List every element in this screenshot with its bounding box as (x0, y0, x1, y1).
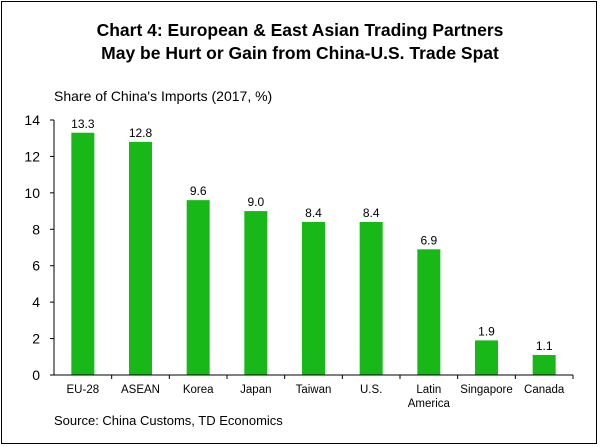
bar-korea (186, 200, 210, 375)
bar-japan (244, 211, 268, 375)
y-tick-label: 8 (32, 221, 40, 237)
y-tick-label: 12 (24, 148, 40, 164)
x-tick-label: Korea (183, 384, 214, 396)
bars (71, 132, 556, 375)
value-label: 13.3 (71, 117, 95, 131)
y-tick-label: 4 (32, 294, 40, 310)
bar-asean (129, 141, 152, 375)
value-labels: 13.3 12.8 9.6 9.0 8.4 8.4 6.9 1.9 1.1 (71, 117, 553, 353)
y-tick-label: 14 (24, 112, 40, 128)
value-label: 9.0 (247, 195, 264, 209)
x-tick-label: Canada (524, 384, 565, 396)
value-label: 9.6 (190, 184, 207, 198)
bar-singapore (475, 340, 498, 375)
x-tick-label: Singapore (460, 384, 512, 396)
x-tick-label: Taiwan (296, 384, 332, 396)
bar-eu-28 (71, 132, 95, 375)
y-axis: 0 2 4 6 8 10 12 14 (24, 112, 55, 383)
bar-latin-america (417, 249, 441, 375)
y-tick-label: 6 (32, 258, 40, 274)
x-axis: EU-28 ASEAN Korea Japan Taiwan U.S. Latin Ameri… (54, 374, 574, 410)
value-label: 8.4 (363, 206, 380, 220)
chart-title: Chart 4: European & East Asian Trading P… (96, 20, 504, 40)
x-tick-label: Japan (240, 384, 271, 396)
bar-canada (532, 354, 556, 375)
bar-taiwan (302, 222, 325, 375)
y-tick-label: 2 (32, 331, 40, 347)
y-tick-label: 0 (32, 367, 40, 383)
value-label: 1.1 (536, 339, 553, 353)
bar-u-s (359, 222, 383, 375)
y-axis-label: Share of China's Imports (2017, %) (54, 88, 273, 104)
x-tick-label: EU-28 (67, 384, 100, 396)
chart-title-line-2: May be Hurt or Gain from China-U.S. Trad… (101, 43, 499, 63)
value-label: 12.8 (129, 126, 153, 140)
x-tick-label: ASEAN (121, 384, 160, 396)
y-tick-label: 10 (24, 185, 40, 201)
value-label: 6.9 (420, 233, 437, 247)
source-note: Source: China Customs, TD Economics (54, 413, 283, 428)
value-label: 1.9 (478, 324, 495, 338)
x-tick-label: U.S. (360, 384, 382, 396)
x-tick-label: Latin America (408, 384, 451, 410)
value-label: 8.4 (305, 206, 322, 220)
